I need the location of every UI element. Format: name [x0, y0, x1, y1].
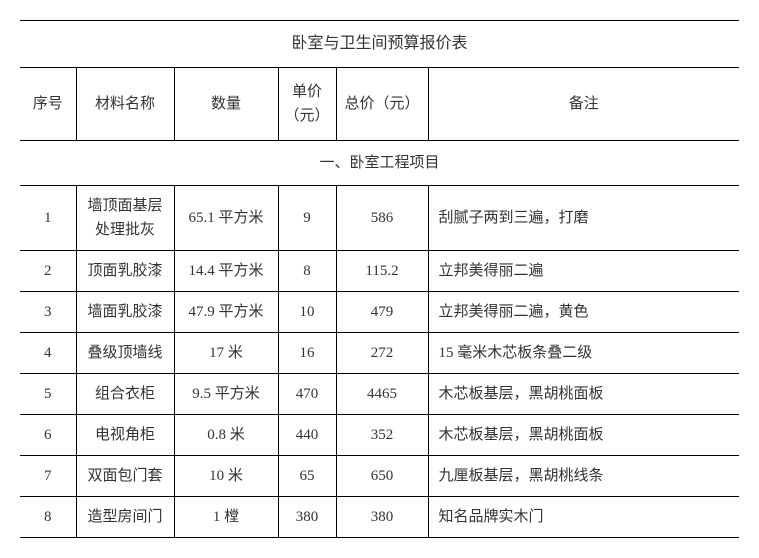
- cell-price: 65: [278, 455, 336, 496]
- budget-table: 卧室与卫生间预算报价表 序号 材料名称 数量 单价（元） 总价（元） 备注 一、…: [20, 20, 739, 538]
- cell-note: 刮腻子两到三遍，打磨: [428, 185, 739, 250]
- cell-qty: 1 樘: [174, 496, 278, 537]
- cell-total: 4465: [336, 373, 428, 414]
- table-row: 8造型房间门1 樘380380知名品牌实木门: [20, 496, 739, 537]
- cell-seq: 4: [20, 332, 76, 373]
- cell-name: 顶面乳胶漆: [76, 250, 174, 291]
- cell-total: 272: [336, 332, 428, 373]
- cell-name: 电视角柜: [76, 414, 174, 455]
- cell-total: 380: [336, 496, 428, 537]
- budget-table-container: 卧室与卫生间预算报价表 序号 材料名称 数量 单价（元） 总价（元） 备注 一、…: [20, 20, 739, 538]
- cell-note: 立邦美得丽二遍，黄色: [428, 291, 739, 332]
- cell-name: 双面包门套: [76, 455, 174, 496]
- section-title: 一、卧室工程项目: [20, 140, 739, 185]
- cell-note: 立邦美得丽二遍: [428, 250, 739, 291]
- section-row: 一、卧室工程项目: [20, 140, 739, 185]
- cell-note: 知名品牌实木门: [428, 496, 739, 537]
- cell-seq: 7: [20, 455, 76, 496]
- cell-total: 352: [336, 414, 428, 455]
- cell-seq: 5: [20, 373, 76, 414]
- cell-qty: 47.9 平方米: [174, 291, 278, 332]
- table-row: 5组合衣柜9.5 平方米4704465木芯板基层，黑胡桃面板: [20, 373, 739, 414]
- cell-price: 16: [278, 332, 336, 373]
- table-title: 卧室与卫生间预算报价表: [20, 21, 739, 68]
- cell-seq: 1: [20, 185, 76, 250]
- table-row: 4叠级顶墙线17 米1627215 毫米木芯板条叠二级: [20, 332, 739, 373]
- cell-total: 586: [336, 185, 428, 250]
- table-row: 6电视角柜0.8 米440352木芯板基层，黑胡桃面板: [20, 414, 739, 455]
- cell-name: 墙顶面基层处理批灰: [76, 185, 174, 250]
- cell-price: 10: [278, 291, 336, 332]
- table-header-row: 序号 材料名称 数量 单价（元） 总价（元） 备注: [20, 67, 739, 140]
- cell-total: 115.2: [336, 250, 428, 291]
- cell-seq: 8: [20, 496, 76, 537]
- table-title-row: 卧室与卫生间预算报价表: [20, 21, 739, 68]
- cell-total: 479: [336, 291, 428, 332]
- cell-qty: 10 米: [174, 455, 278, 496]
- cell-price: 9: [278, 185, 336, 250]
- cell-note: 九厘板基层，黑胡桃线条: [428, 455, 739, 496]
- cell-qty: 65.1 平方米: [174, 185, 278, 250]
- cell-qty: 9.5 平方米: [174, 373, 278, 414]
- cell-total: 650: [336, 455, 428, 496]
- cell-seq: 3: [20, 291, 76, 332]
- cell-price: 470: [278, 373, 336, 414]
- col-header-seq: 序号: [20, 67, 76, 140]
- table-row: 2顶面乳胶漆14.4 平方米8115.2立邦美得丽二遍: [20, 250, 739, 291]
- col-header-name: 材料名称: [76, 67, 174, 140]
- cell-price: 440: [278, 414, 336, 455]
- cell-seq: 2: [20, 250, 76, 291]
- cell-name: 叠级顶墙线: [76, 332, 174, 373]
- cell-price: 8: [278, 250, 336, 291]
- table-row: 1墙顶面基层处理批灰65.1 平方米9586刮腻子两到三遍，打磨: [20, 185, 739, 250]
- col-header-price: 单价（元）: [278, 67, 336, 140]
- col-header-qty: 数量: [174, 67, 278, 140]
- col-header-total: 总价（元）: [336, 67, 428, 140]
- col-header-note: 备注: [428, 67, 739, 140]
- cell-price: 380: [278, 496, 336, 537]
- cell-name: 墙面乳胶漆: [76, 291, 174, 332]
- cell-name: 组合衣柜: [76, 373, 174, 414]
- table-row: 7双面包门套10 米65650九厘板基层，黑胡桃线条: [20, 455, 739, 496]
- cell-note: 木芯板基层，黑胡桃面板: [428, 373, 739, 414]
- cell-note: 木芯板基层，黑胡桃面板: [428, 414, 739, 455]
- cell-qty: 17 米: [174, 332, 278, 373]
- table-row: 3墙面乳胶漆47.9 平方米10479立邦美得丽二遍，黄色: [20, 291, 739, 332]
- cell-qty: 14.4 平方米: [174, 250, 278, 291]
- cell-qty: 0.8 米: [174, 414, 278, 455]
- cell-note: 15 毫米木芯板条叠二级: [428, 332, 739, 373]
- cell-seq: 6: [20, 414, 76, 455]
- cell-name: 造型房间门: [76, 496, 174, 537]
